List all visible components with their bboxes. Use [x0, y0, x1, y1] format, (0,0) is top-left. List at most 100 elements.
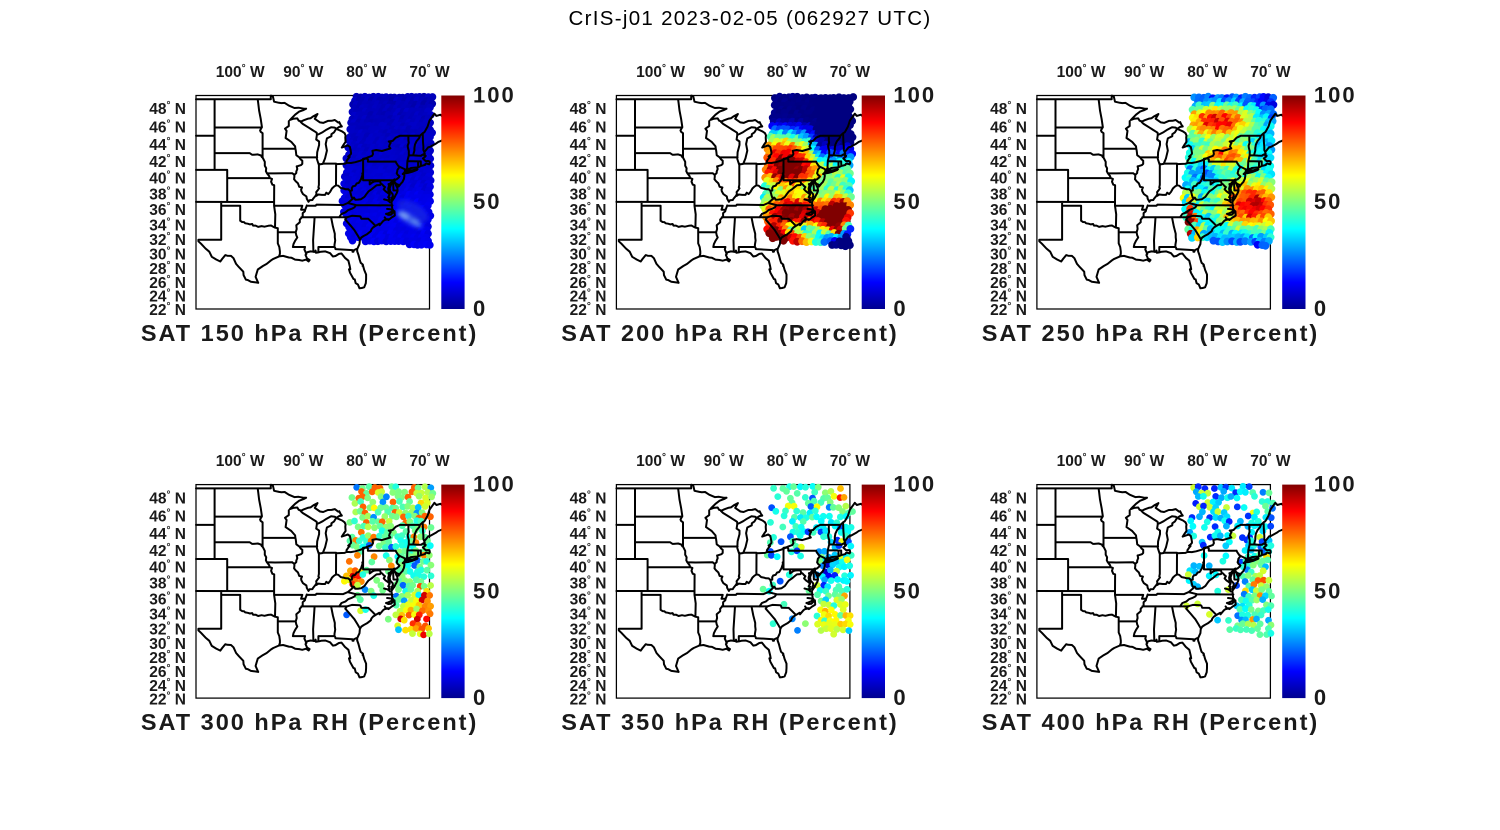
- svg-text:100: 100: [1314, 472, 1357, 497]
- svg-text:32° N: 32° N: [990, 231, 1027, 249]
- svg-text:26° N: 26° N: [570, 274, 607, 292]
- svg-text:42° N: 42° N: [570, 153, 607, 171]
- svg-text:100: 100: [473, 83, 516, 108]
- svg-text:30° N: 30° N: [990, 635, 1027, 653]
- svg-text:90° W: 90° W: [283, 63, 324, 81]
- svg-text:24° N: 24° N: [990, 677, 1027, 695]
- svg-text:SAT 300 hPa RH (Percent): SAT 300 hPa RH (Percent): [141, 709, 478, 735]
- svg-text:100° W: 100° W: [216, 452, 265, 470]
- svg-text:24° N: 24° N: [570, 288, 607, 306]
- svg-text:80° W: 80° W: [767, 63, 808, 81]
- svg-text:0: 0: [893, 685, 907, 710]
- svg-text:28° N: 28° N: [149, 260, 186, 278]
- svg-text:48° N: 48° N: [990, 100, 1027, 118]
- svg-text:100° W: 100° W: [1057, 63, 1106, 81]
- svg-text:90° W: 90° W: [1124, 63, 1165, 81]
- svg-text:38° N: 38° N: [990, 186, 1027, 204]
- svg-text:70° W: 70° W: [830, 63, 871, 81]
- svg-text:50: 50: [473, 189, 501, 214]
- svg-text:36° N: 36° N: [149, 201, 186, 219]
- svg-text:34° N: 34° N: [570, 216, 607, 234]
- svg-text:46° N: 46° N: [570, 118, 607, 136]
- svg-text:100: 100: [473, 472, 516, 497]
- svg-text:22° N: 22° N: [990, 301, 1027, 319]
- svg-text:100: 100: [893, 472, 936, 497]
- svg-text:70° W: 70° W: [409, 452, 450, 470]
- svg-text:42° N: 42° N: [570, 542, 607, 560]
- svg-text:46° N: 46° N: [149, 118, 186, 136]
- svg-text:80° W: 80° W: [1187, 63, 1228, 81]
- svg-text:36° N: 36° N: [570, 590, 607, 608]
- svg-text:24° N: 24° N: [149, 288, 186, 306]
- svg-text:90° W: 90° W: [704, 452, 745, 470]
- svg-text:38° N: 38° N: [570, 186, 607, 204]
- svg-text:50: 50: [893, 189, 921, 214]
- svg-text:24° N: 24° N: [570, 677, 607, 695]
- svg-text:80° W: 80° W: [346, 452, 387, 470]
- svg-text:26° N: 26° N: [990, 274, 1027, 292]
- svg-text:46° N: 46° N: [149, 508, 186, 526]
- svg-text:48° N: 48° N: [149, 489, 186, 507]
- svg-text:44° N: 44° N: [149, 136, 186, 154]
- svg-text:40° N: 40° N: [149, 170, 186, 188]
- svg-text:34° N: 34° N: [149, 606, 186, 624]
- svg-text:0: 0: [1314, 296, 1328, 321]
- svg-text:42° N: 42° N: [149, 542, 186, 560]
- svg-text:40° N: 40° N: [570, 559, 607, 577]
- svg-text:100° W: 100° W: [216, 63, 265, 81]
- svg-text:22° N: 22° N: [149, 301, 186, 319]
- svg-text:36° N: 36° N: [990, 201, 1027, 219]
- svg-text:90° W: 90° W: [283, 452, 324, 470]
- svg-text:50: 50: [1314, 578, 1342, 603]
- svg-text:32° N: 32° N: [570, 231, 607, 249]
- svg-text:38° N: 38° N: [149, 186, 186, 204]
- svg-text:28° N: 28° N: [570, 649, 607, 667]
- svg-text:44° N: 44° N: [570, 136, 607, 154]
- svg-text:48° N: 48° N: [570, 489, 607, 507]
- svg-text:30° N: 30° N: [149, 246, 186, 264]
- svg-text:100° W: 100° W: [636, 452, 685, 470]
- svg-text:28° N: 28° N: [990, 260, 1027, 278]
- svg-text:44° N: 44° N: [990, 525, 1027, 543]
- svg-text:42° N: 42° N: [149, 153, 186, 171]
- svg-text:0: 0: [1314, 685, 1328, 710]
- svg-text:CrIS-j01 2023-02-05 (062927 UT: CrIS-j01 2023-02-05 (062927 UTC): [569, 7, 932, 30]
- svg-text:30° N: 30° N: [570, 246, 607, 264]
- svg-text:80° W: 80° W: [346, 63, 387, 81]
- svg-text:50: 50: [473, 578, 501, 603]
- svg-text:44° N: 44° N: [990, 136, 1027, 154]
- svg-text:SAT 200 hPa RH (Percent): SAT 200 hPa RH (Percent): [561, 320, 898, 346]
- svg-text:48° N: 48° N: [990, 489, 1027, 507]
- svg-text:32° N: 32° N: [149, 231, 186, 249]
- svg-text:100° W: 100° W: [636, 63, 685, 81]
- svg-text:32° N: 32° N: [149, 620, 186, 638]
- svg-text:26° N: 26° N: [990, 663, 1027, 681]
- svg-text:22° N: 22° N: [990, 690, 1027, 708]
- svg-text:48° N: 48° N: [149, 100, 186, 118]
- svg-text:100: 100: [893, 83, 936, 108]
- svg-text:22° N: 22° N: [570, 690, 607, 708]
- svg-text:70° W: 70° W: [1250, 452, 1291, 470]
- svg-text:34° N: 34° N: [990, 216, 1027, 234]
- svg-text:34° N: 34° N: [990, 606, 1027, 624]
- svg-text:26° N: 26° N: [570, 663, 607, 681]
- svg-text:SAT 350 hPa RH (Percent): SAT 350 hPa RH (Percent): [561, 709, 898, 735]
- svg-text:48° N: 48° N: [570, 100, 607, 118]
- svg-text:38° N: 38° N: [149, 575, 186, 593]
- svg-text:38° N: 38° N: [990, 575, 1027, 593]
- svg-text:80° W: 80° W: [767, 452, 808, 470]
- svg-text:50: 50: [1314, 189, 1342, 214]
- svg-text:34° N: 34° N: [149, 216, 186, 234]
- svg-text:80° W: 80° W: [1187, 452, 1228, 470]
- svg-text:90° W: 90° W: [1124, 452, 1165, 470]
- svg-text:26° N: 26° N: [149, 274, 186, 292]
- svg-text:40° N: 40° N: [570, 170, 607, 188]
- svg-text:30° N: 30° N: [149, 635, 186, 653]
- svg-text:100° W: 100° W: [1057, 452, 1106, 470]
- svg-text:SAT 250 hPa RH (Percent): SAT 250 hPa RH (Percent): [982, 320, 1319, 346]
- svg-text:50: 50: [893, 578, 921, 603]
- svg-text:46° N: 46° N: [990, 118, 1027, 136]
- svg-text:40° N: 40° N: [149, 559, 186, 577]
- svg-text:SAT 150 hPa RH (Percent): SAT 150 hPa RH (Percent): [141, 320, 478, 346]
- svg-text:70° W: 70° W: [830, 452, 871, 470]
